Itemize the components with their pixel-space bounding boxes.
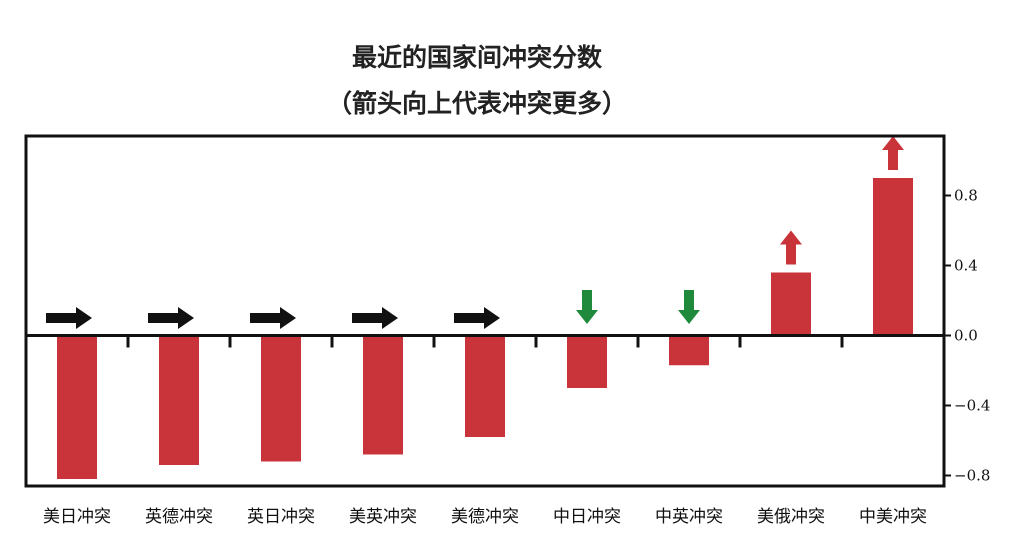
category-label: 英日冲突 <box>247 507 315 527</box>
right-arrow-icon <box>454 307 500 329</box>
bar <box>873 178 913 336</box>
y-tick-label: 0.4 <box>954 257 978 275</box>
category-label: 中英冲突 <box>655 507 723 527</box>
bar <box>771 272 811 336</box>
category-label: 美俄冲突 <box>757 507 825 527</box>
chart-title: 最近的国家间冲突分数 <box>352 43 603 72</box>
up-arrow-icon <box>780 230 802 265</box>
category-label: 美英冲突 <box>349 507 417 527</box>
down-arrow-icon <box>678 290 700 324</box>
y-tick-label: −0.8 <box>954 467 990 485</box>
down-arrow-icon <box>576 290 598 324</box>
right-arrow-icon <box>250 307 296 329</box>
category-label: 中美冲突 <box>859 507 927 527</box>
bar <box>669 335 709 366</box>
bar <box>159 335 199 465</box>
y-tick-label: −0.4 <box>954 397 990 415</box>
right-arrow-icon <box>46 307 92 329</box>
y-tick-label: 0.8 <box>954 187 978 205</box>
bar <box>363 335 403 455</box>
category-label: 美日冲突 <box>43 507 111 527</box>
bar <box>465 335 505 437</box>
chart-subtitle: （箭头向上代表冲突更多） <box>327 89 627 118</box>
bar <box>261 335 301 462</box>
plot-frame <box>24 134 946 488</box>
category-label: 英德冲突 <box>145 507 213 527</box>
bar <box>57 335 97 479</box>
y-tick-label: 0.0 <box>954 327 978 345</box>
right-arrow-icon <box>352 307 398 329</box>
right-arrow-icon <box>148 307 194 329</box>
bar <box>567 335 607 388</box>
up-arrow-icon <box>882 136 904 170</box>
category-label: 中日冲突 <box>553 507 621 527</box>
category-label: 美德冲突 <box>451 507 519 527</box>
